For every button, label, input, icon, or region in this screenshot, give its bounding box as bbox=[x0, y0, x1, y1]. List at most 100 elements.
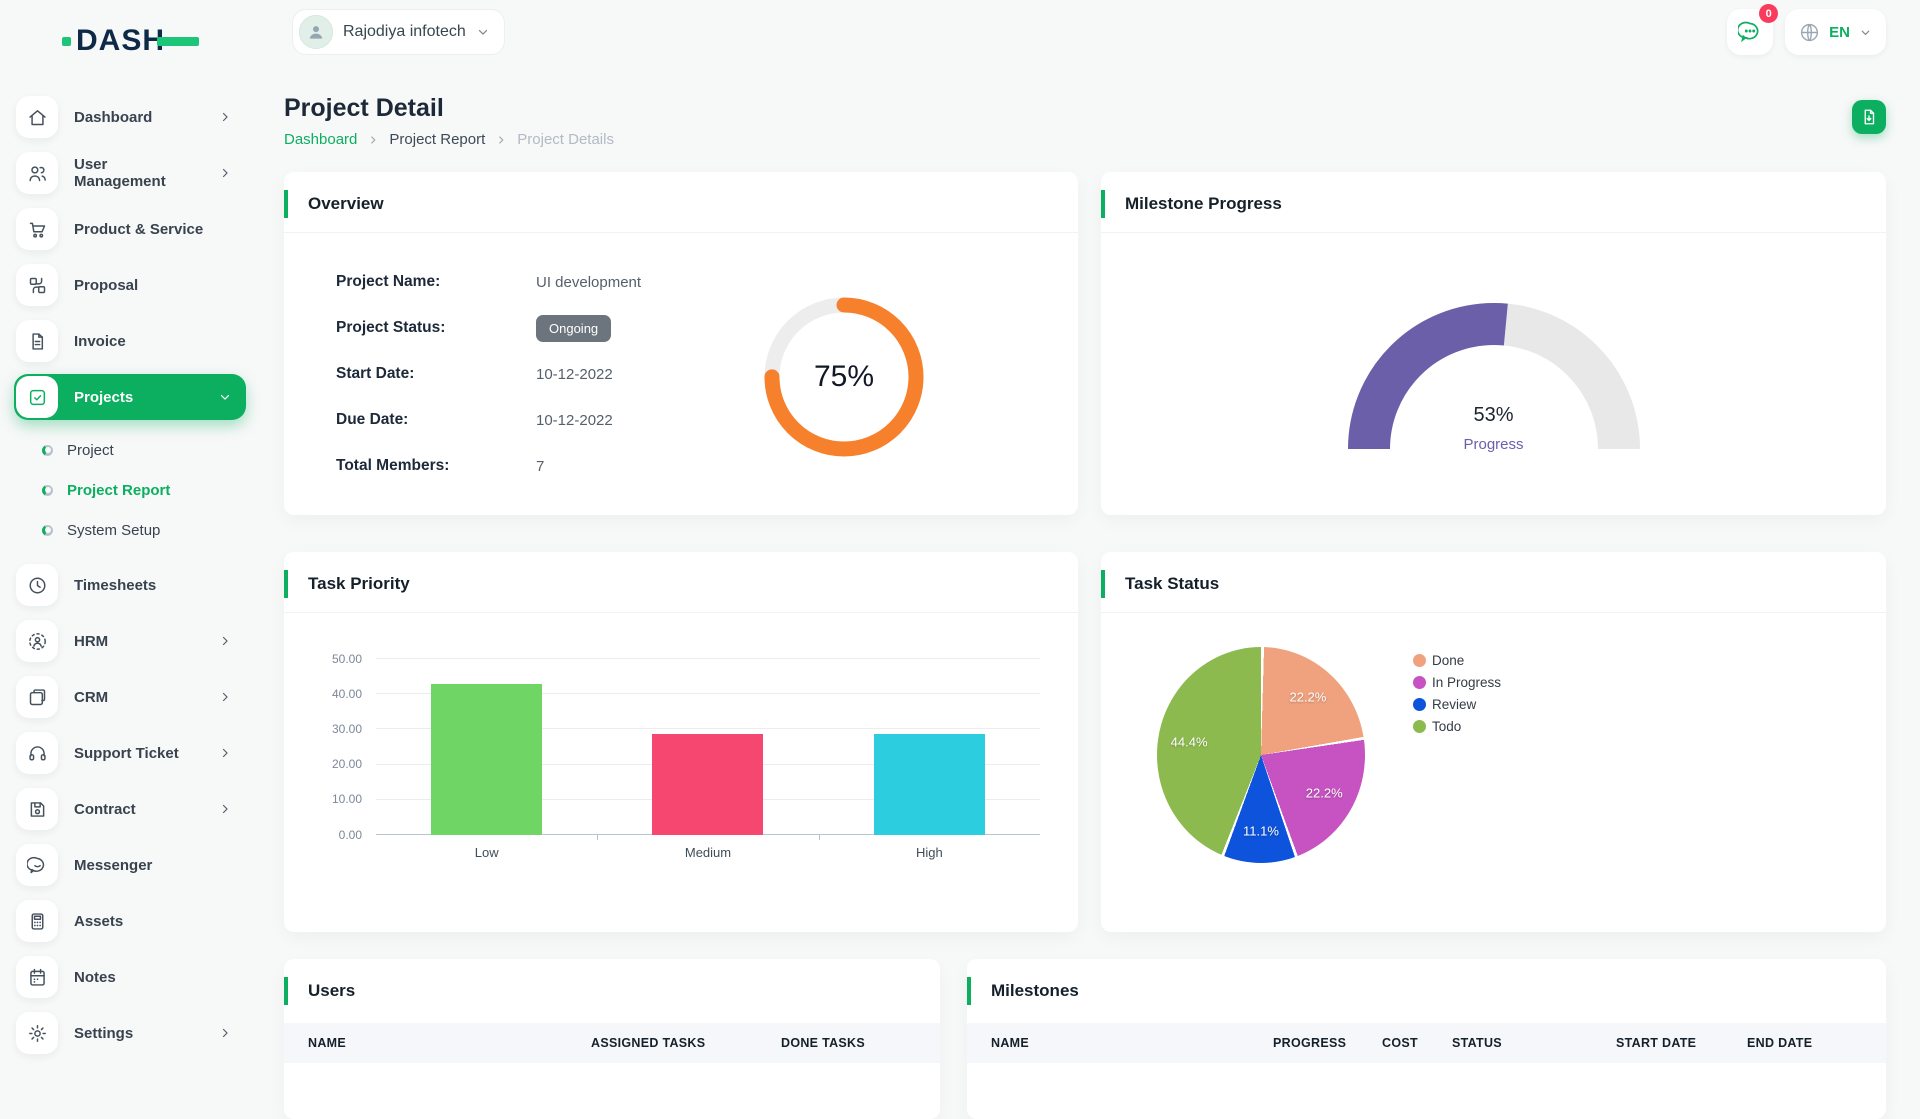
invoice-icon bbox=[27, 331, 48, 352]
sidebar-item-label: HRM bbox=[74, 633, 108, 650]
check-square-icon bbox=[16, 376, 58, 418]
milestones-column-header: END DATE bbox=[1747, 1036, 1862, 1050]
sidebar-subitem-system-setup[interactable]: System Setup bbox=[18, 510, 246, 550]
notes-icon bbox=[16, 956, 58, 998]
gear-icon bbox=[16, 1012, 58, 1054]
breadcrumb-item[interactable]: Project Report bbox=[389, 131, 485, 148]
legend-label: In Progress bbox=[1432, 675, 1501, 690]
legend-label: Todo bbox=[1432, 719, 1461, 734]
notification-badge: 0 bbox=[1759, 4, 1778, 23]
sidebar-item-crm[interactable]: CRM bbox=[14, 674, 246, 720]
crm-icon bbox=[27, 687, 48, 708]
chevron-right-icon bbox=[218, 634, 232, 648]
chevron-down-icon bbox=[218, 390, 232, 404]
gear-icon bbox=[27, 1023, 48, 1044]
x-axis-category-label: High bbox=[819, 845, 1040, 860]
sidebar-item-user-management[interactable]: User Management bbox=[14, 150, 246, 196]
card-title: Users bbox=[308, 981, 355, 1000]
field-label: Due Date: bbox=[336, 411, 536, 429]
sidebar-item-messenger[interactable]: Messenger bbox=[14, 842, 246, 888]
language-selector[interactable]: EN bbox=[1785, 9, 1886, 55]
x-axis-tick bbox=[597, 835, 598, 840]
card-title: Task Priority bbox=[308, 574, 410, 593]
person-icon bbox=[306, 22, 326, 42]
users-column-header: DONE TASKS bbox=[781, 1036, 916, 1050]
calculator-icon bbox=[16, 900, 58, 942]
file-export-icon bbox=[1860, 108, 1878, 126]
sidebar-subitem-label: Project bbox=[67, 442, 114, 459]
bar-medium[interactable] bbox=[652, 734, 763, 835]
headset-icon bbox=[16, 732, 58, 774]
legend-item-review[interactable]: Review bbox=[1413, 697, 1501, 712]
sidebar-item-label: Proposal bbox=[74, 277, 138, 294]
sidebar-subitem-project[interactable]: Project bbox=[18, 430, 246, 470]
sidebar-item-assets[interactable]: Assets bbox=[14, 898, 246, 944]
field-label: Project Name: bbox=[336, 273, 536, 291]
milestones-column-header: PROGRESS bbox=[1273, 1036, 1382, 1050]
y-axis-tick-label: 40.00 bbox=[332, 687, 362, 701]
sidebar-item-label: CRM bbox=[74, 689, 108, 706]
sidebar-item-projects[interactable]: Projects bbox=[14, 374, 246, 420]
sidebar-item-timesheets[interactable]: Timesheets bbox=[14, 562, 246, 608]
bullet-icon bbox=[42, 485, 53, 496]
y-axis-tick-label: 30.00 bbox=[332, 722, 362, 736]
sidebar-item-hrm[interactable]: HRM bbox=[14, 618, 246, 664]
logo-bar bbox=[157, 37, 199, 46]
check-square-icon bbox=[27, 387, 48, 408]
legend-item-in-progress[interactable]: In Progress bbox=[1413, 675, 1501, 690]
y-axis-tick-label: 0.00 bbox=[339, 828, 362, 842]
logo-text: DASH bbox=[76, 26, 165, 56]
company-name: Rajodiya infotech bbox=[343, 23, 466, 41]
sidebar-subitem-project-report[interactable]: Project Report bbox=[18, 470, 246, 510]
sidebar-item-contract[interactable]: Contract bbox=[14, 786, 246, 832]
bar-column bbox=[376, 684, 597, 835]
sidebar-item-product-service[interactable]: Product & Service bbox=[14, 206, 246, 252]
milestone-gauge: 53% Progress bbox=[1334, 289, 1654, 459]
users-column-header: ASSIGNED TASKS bbox=[591, 1036, 781, 1050]
sidebar-item-notes[interactable]: Notes bbox=[14, 954, 246, 1000]
overview-field-row: Project Status:Ongoing bbox=[336, 305, 1078, 351]
milestone-gauge-value: 53% bbox=[1334, 404, 1654, 427]
bars bbox=[376, 659, 1040, 835]
sidebar-subitem-label: System Setup bbox=[67, 522, 160, 539]
sidebar-item-label: Invoice bbox=[74, 333, 126, 350]
company-selector[interactable]: Rajodiya infotech bbox=[292, 9, 505, 55]
field-value: 10-12-2022 bbox=[536, 366, 613, 383]
legend-item-done[interactable]: Done bbox=[1413, 653, 1501, 668]
sidebar-submenu-projects: Project Project Report System Setup bbox=[18, 430, 246, 550]
sidebar-item-invoice[interactable]: Invoice bbox=[14, 318, 246, 364]
sidebar-item-label: Messenger bbox=[74, 857, 152, 874]
legend-item-todo[interactable]: Todo bbox=[1413, 719, 1501, 734]
chevron-right-icon bbox=[218, 1026, 232, 1040]
users-column-header: NAME bbox=[308, 1036, 591, 1050]
bullet-icon bbox=[42, 525, 53, 536]
chat-bubble-icon bbox=[1738, 20, 1762, 44]
app-logo[interactable]: DASH bbox=[0, 0, 258, 56]
sidebar-item-support-ticket[interactable]: Support Ticket bbox=[14, 730, 246, 776]
breadcrumb-item[interactable]: Dashboard bbox=[284, 131, 357, 148]
sidebar-item-settings[interactable]: Settings bbox=[14, 1010, 246, 1056]
pie-slice-label: 11.1% bbox=[1243, 824, 1279, 839]
sidebar-item-dashboard[interactable]: Dashboard bbox=[14, 94, 246, 140]
pie: 22.2%22.2%11.1%44.4% bbox=[1157, 647, 1365, 863]
sidebar-item-proposal[interactable]: Proposal bbox=[14, 262, 246, 308]
breadcrumb-separator bbox=[367, 134, 379, 146]
export-report-button[interactable] bbox=[1852, 100, 1886, 134]
bar-low[interactable] bbox=[431, 684, 542, 835]
invoice-icon bbox=[16, 320, 58, 362]
headset-icon bbox=[27, 743, 48, 764]
bar-high[interactable] bbox=[874, 734, 985, 835]
notes-icon bbox=[27, 967, 48, 988]
card-title: Milestone Progress bbox=[1125, 194, 1282, 213]
sidebar-item-label: Timesheets bbox=[74, 577, 156, 594]
overview-field-row: Total Members:7 bbox=[336, 443, 1078, 489]
notifications-button[interactable]: 0 bbox=[1727, 9, 1773, 55]
company-avatar bbox=[299, 15, 333, 49]
task-status-pie-chart: 22.2%22.2%11.1%44.4% Done In Progress Re… bbox=[1101, 613, 1886, 913]
language-code: EN bbox=[1829, 24, 1850, 41]
pie-slice-label: 22.2% bbox=[1306, 786, 1343, 801]
